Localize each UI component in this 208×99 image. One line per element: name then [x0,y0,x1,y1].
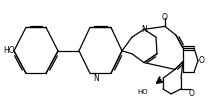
Text: HO: HO [137,89,148,95]
Text: HO: HO [3,46,15,55]
Text: O: O [162,13,168,22]
Text: O: O [199,56,205,65]
Text: N: N [93,74,99,83]
Text: O: O [189,89,195,98]
Text: N: N [141,25,147,34]
